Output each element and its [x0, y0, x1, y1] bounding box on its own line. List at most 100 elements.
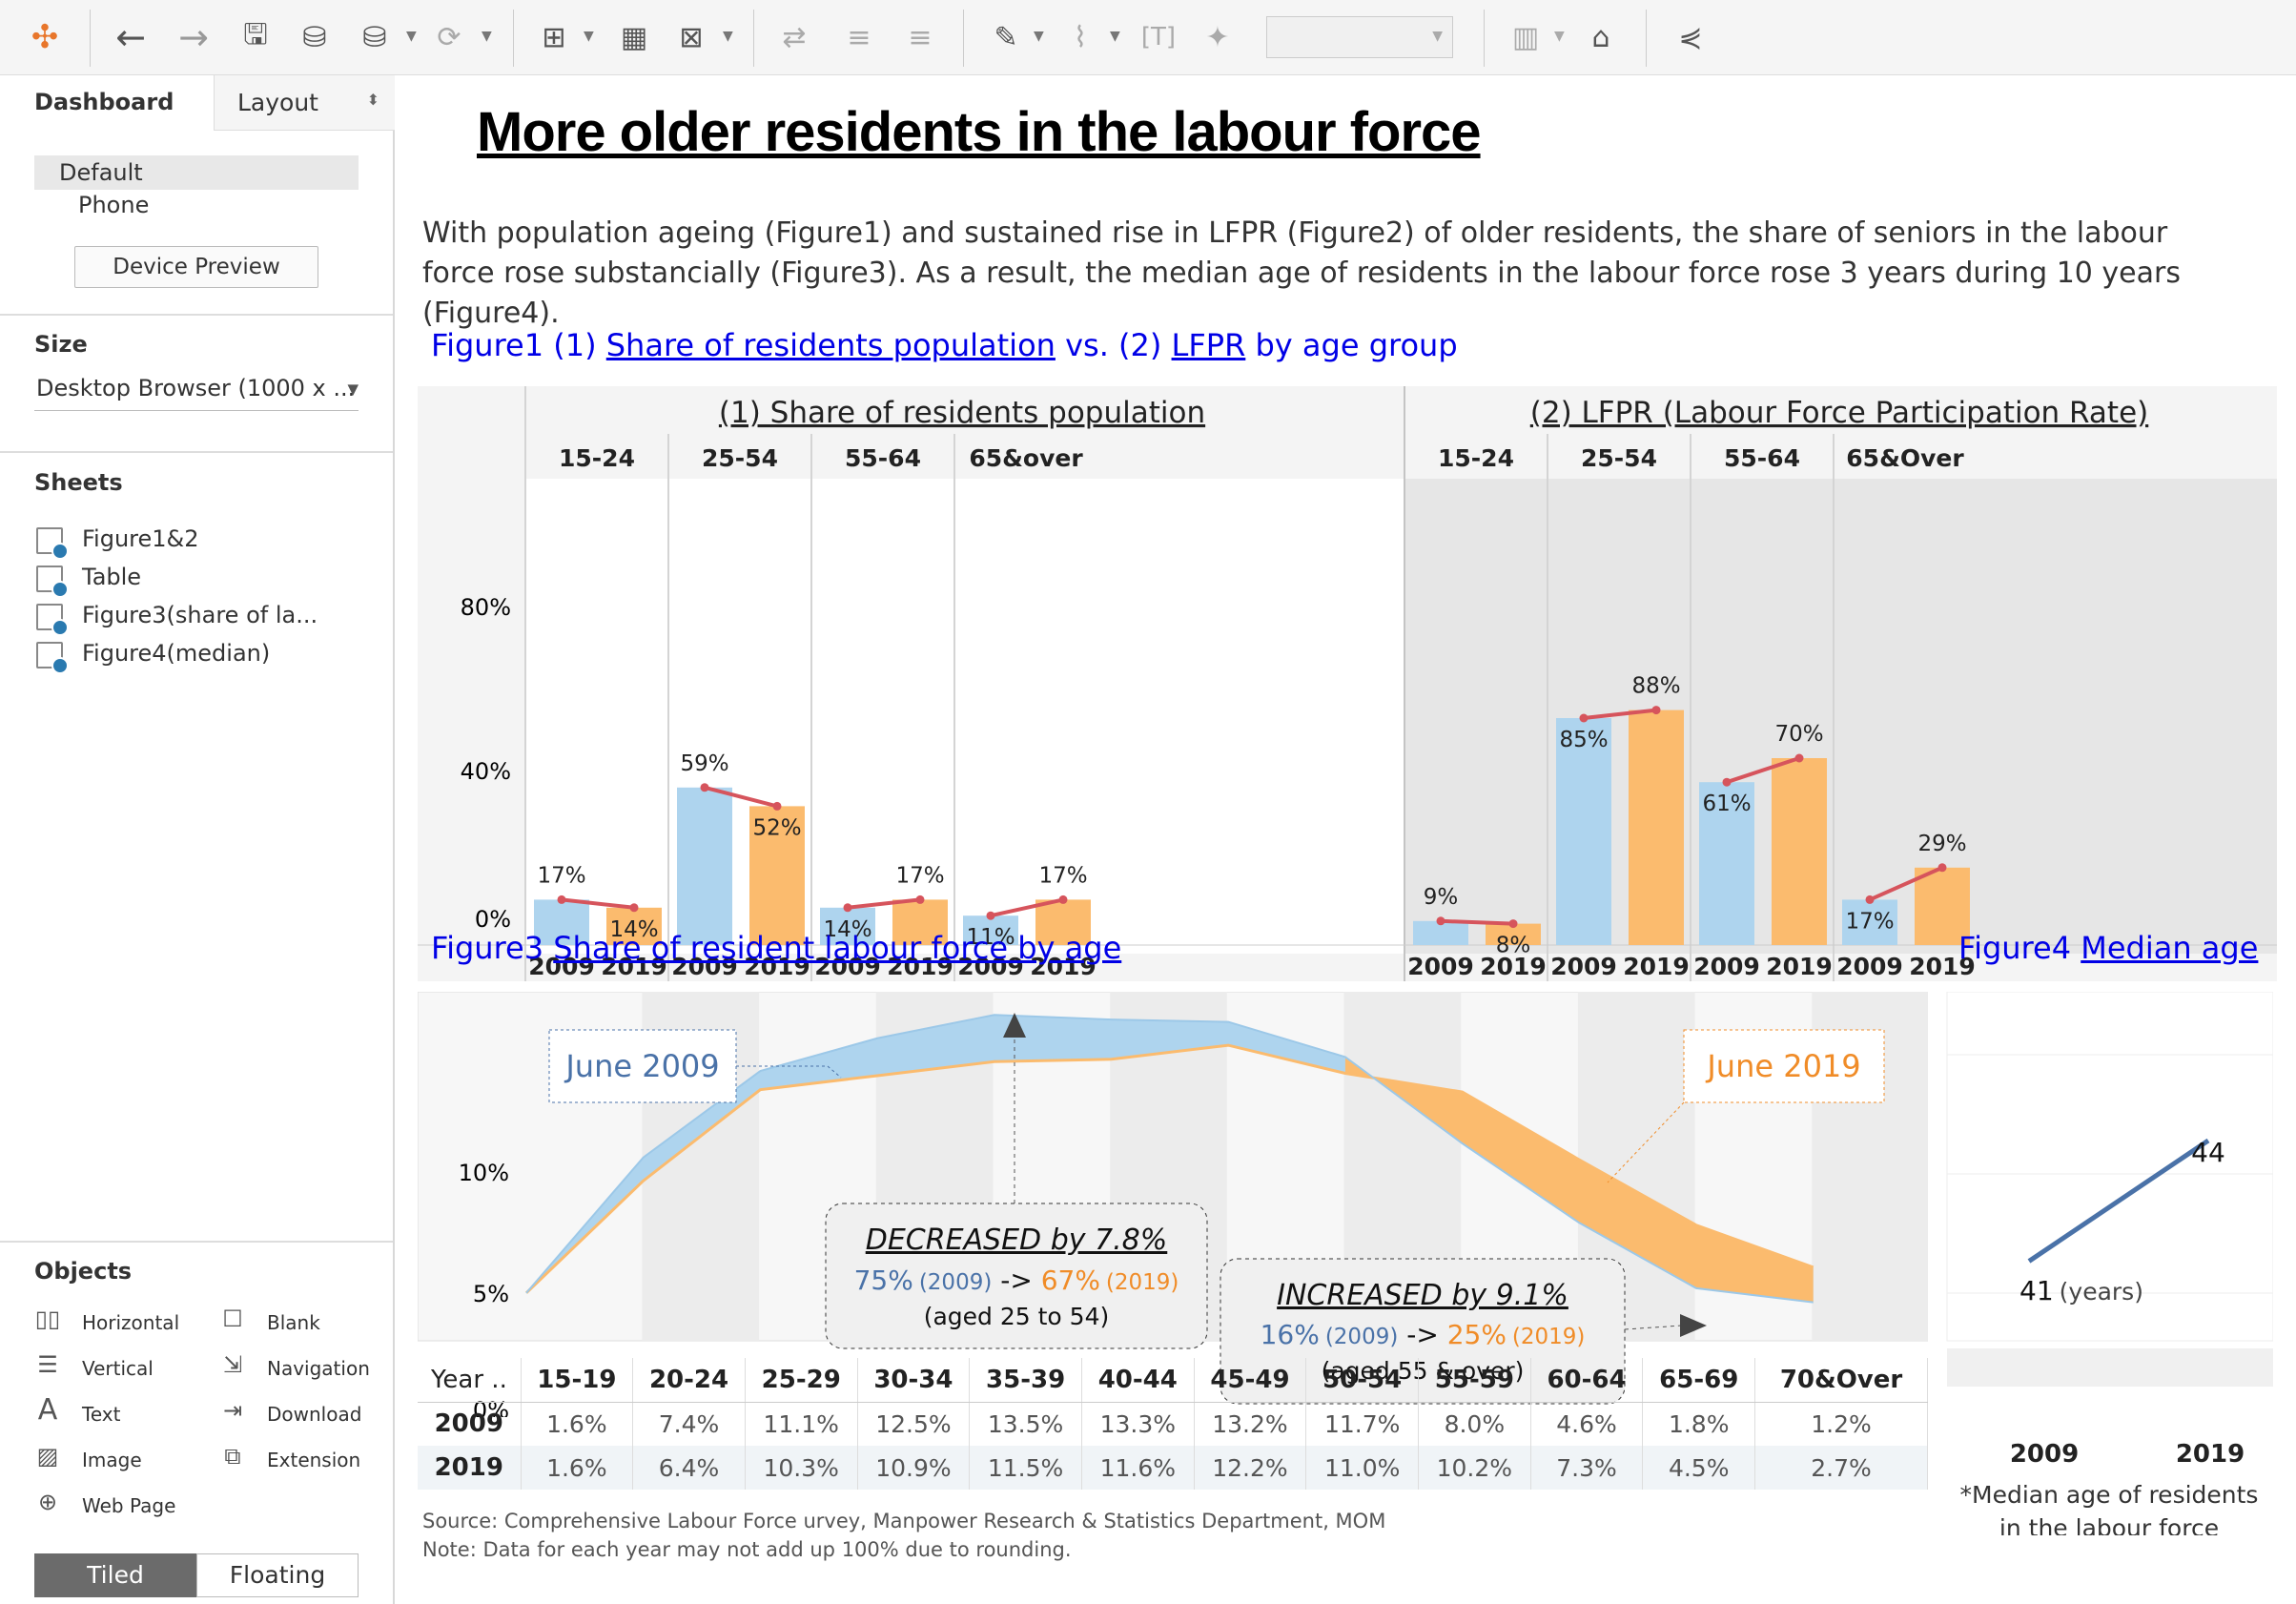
table-cell: 11.7%: [1305, 1402, 1419, 1446]
object-horizontal[interactable]: ▯▯ Horizontal: [34, 1306, 206, 1340]
object-webpage[interactable]: ⊕ Web Page: [34, 1489, 206, 1523]
sheet-item[interactable]: Figure4(median): [34, 638, 359, 674]
divider: [0, 314, 393, 316]
table-cell: 10.3%: [745, 1446, 858, 1490]
table-cell: 2009: [418, 1402, 522, 1446]
data-label: 88%: [1631, 674, 1680, 699]
object-download[interactable]: ⇥ Download: [219, 1397, 381, 1431]
june-2009-label: June 2009: [564, 1048, 719, 1084]
back-icon[interactable]: ←: [115, 16, 146, 58]
fit-dropdown[interactable]: ▼: [1266, 16, 1453, 58]
table-header-cell: 30-34: [857, 1358, 971, 1403]
figure1-link-share[interactable]: Share of residents population: [605, 327, 1056, 363]
refresh-caret-icon[interactable]: ▼: [482, 29, 492, 44]
x-tick-label: 2019: [1030, 953, 1097, 980]
show-cards-caret-icon[interactable]: ▼: [1554, 29, 1565, 44]
table-cell: 4.5%: [1642, 1446, 1756, 1490]
area-2019-excess[interactable]: [1344, 1057, 1814, 1303]
object-blank[interactable]: ☐ Blank: [219, 1306, 381, 1340]
pause-icon[interactable]: ⛁: [362, 20, 387, 54]
figure4-link[interactable]: Median age: [2081, 930, 2259, 966]
pause-caret-icon[interactable]: ▼: [406, 29, 417, 44]
new-sheet-icon[interactable]: ⊞: [542, 20, 566, 54]
group-caret-icon[interactable]: ▼: [1110, 29, 1120, 44]
refresh-icon[interactable]: ⟳: [437, 20, 461, 54]
tiled-toggle[interactable]: Tiled: [34, 1553, 196, 1597]
bar-2019[interactable]: [892, 899, 948, 945]
sheet-item[interactable]: Figure1&2: [34, 524, 359, 560]
change-dot: [1058, 895, 1068, 904]
figure3-link[interactable]: Share of resident labour force by age: [553, 930, 1122, 966]
sort-desc-icon[interactable]: ≡: [908, 20, 933, 54]
show-cards-icon[interactable]: ▥: [1511, 20, 1540, 54]
device-preview-button[interactable]: Device Preview: [74, 246, 318, 288]
sheet-item[interactable]: Figure3(share of la...: [34, 600, 359, 636]
swap-icon[interactable]: ⇄: [782, 20, 807, 54]
sheet-item[interactable]: Table: [34, 562, 359, 598]
floating-toggle[interactable]: Floating: [196, 1553, 359, 1597]
clear-caret-icon[interactable]: ▼: [723, 29, 733, 44]
x-tick-label: 2019: [1623, 953, 1690, 980]
chevron-down-icon: ▼: [1432, 29, 1443, 44]
x-tick-label: 2009: [1407, 953, 1474, 980]
tableau-logo-icon[interactable]: ✣: [31, 18, 59, 56]
clear-icon[interactable]: ⊠: [679, 20, 704, 54]
object-extension[interactable]: ⧉ Extension: [219, 1443, 381, 1477]
forward-icon[interactable]: →: [178, 16, 209, 58]
median-note-line1: *Median age of residents: [1960, 1481, 2259, 1509]
device-default[interactable]: Default: [34, 155, 359, 190]
pin-icon[interactable]: ✦: [1205, 20, 1230, 54]
bar-2009[interactable]: [820, 907, 875, 945]
change-dot: [629, 903, 639, 913]
new-datasource-icon[interactable]: ⛁: [302, 20, 327, 54]
bar-2019[interactable]: [1629, 709, 1684, 945]
bar-2009[interactable]: [1556, 718, 1611, 945]
data-label: 17%: [895, 863, 944, 888]
highlight-caret-icon[interactable]: ▼: [1034, 29, 1044, 44]
bar-2009[interactable]: [963, 915, 1018, 945]
object-image[interactable]: ▨ Image: [34, 1443, 206, 1477]
data-label: 11%: [966, 925, 1015, 950]
size-dropdown[interactable]: Desktop Browser (1000 x ... ▼: [34, 371, 359, 411]
highlight-icon[interactable]: ✎: [994, 20, 1018, 54]
group-icon[interactable]: ⌇: [1073, 20, 1088, 54]
toolbar-separator: [753, 10, 754, 67]
median-line[interactable]: [2027, 1138, 2210, 1264]
table-header-row: Year .. 15-19 20-24 25-29 30-34 35-39 40-44 45-…: [418, 1358, 1928, 1403]
object-label: Extension: [267, 1449, 361, 1471]
chevron-down-icon: ▼: [347, 380, 359, 398]
decrease-arrow-head: [1003, 1013, 1026, 1038]
bar-2009[interactable]: [677, 787, 732, 945]
object-navigation[interactable]: ⇲ Navigation: [219, 1351, 381, 1386]
bar-2019[interactable]: [1772, 758, 1827, 945]
new-sheet-caret-icon[interactable]: ▼: [584, 29, 594, 44]
figure1-link-lfpr[interactable]: LFPR: [1171, 327, 1246, 363]
object-vertical[interactable]: ☰ Vertical: [34, 1351, 206, 1386]
sort-asc-icon[interactable]: ≡: [847, 20, 871, 54]
line-2019[interactable]: [524, 1043, 1814, 1294]
bar-2009[interactable]: [534, 899, 589, 945]
share-icon[interactable]: ⋞: [1678, 20, 1703, 54]
change-dot: [1579, 713, 1589, 723]
save-icon[interactable]: 🖫: [243, 17, 268, 51]
duplicate-icon[interactable]: ▦: [620, 20, 648, 54]
bar-2019[interactable]: [1915, 867, 1970, 945]
line-2009[interactable]: [525, 1014, 1814, 1304]
presentation-icon[interactable]: ⌂: [1591, 20, 1610, 54]
bar-2019[interactable]: [1486, 923, 1541, 945]
object-text[interactable]: A Text: [34, 1396, 206, 1431]
tab-dashboard[interactable]: Dashboard: [0, 75, 214, 131]
bar-2009[interactable]: [1699, 782, 1754, 945]
toolbar-separator: [1484, 10, 1485, 67]
panel1-background: [525, 479, 1404, 954]
increase-arrow-head: [1680, 1314, 1707, 1337]
bar-2019[interactable]: [606, 907, 662, 945]
june-2009-callout: [548, 1029, 737, 1103]
device-phone[interactable]: Phone: [78, 192, 150, 218]
label-icon[interactable]: [T]: [1140, 23, 1177, 51]
tab-layout[interactable]: Layout ⬍: [214, 75, 395, 131]
bar-2019[interactable]: [1035, 899, 1091, 945]
bar-2019[interactable]: [749, 806, 805, 945]
change-line: [1440, 918, 1514, 926]
bar-2009[interactable]: [1842, 899, 1897, 945]
